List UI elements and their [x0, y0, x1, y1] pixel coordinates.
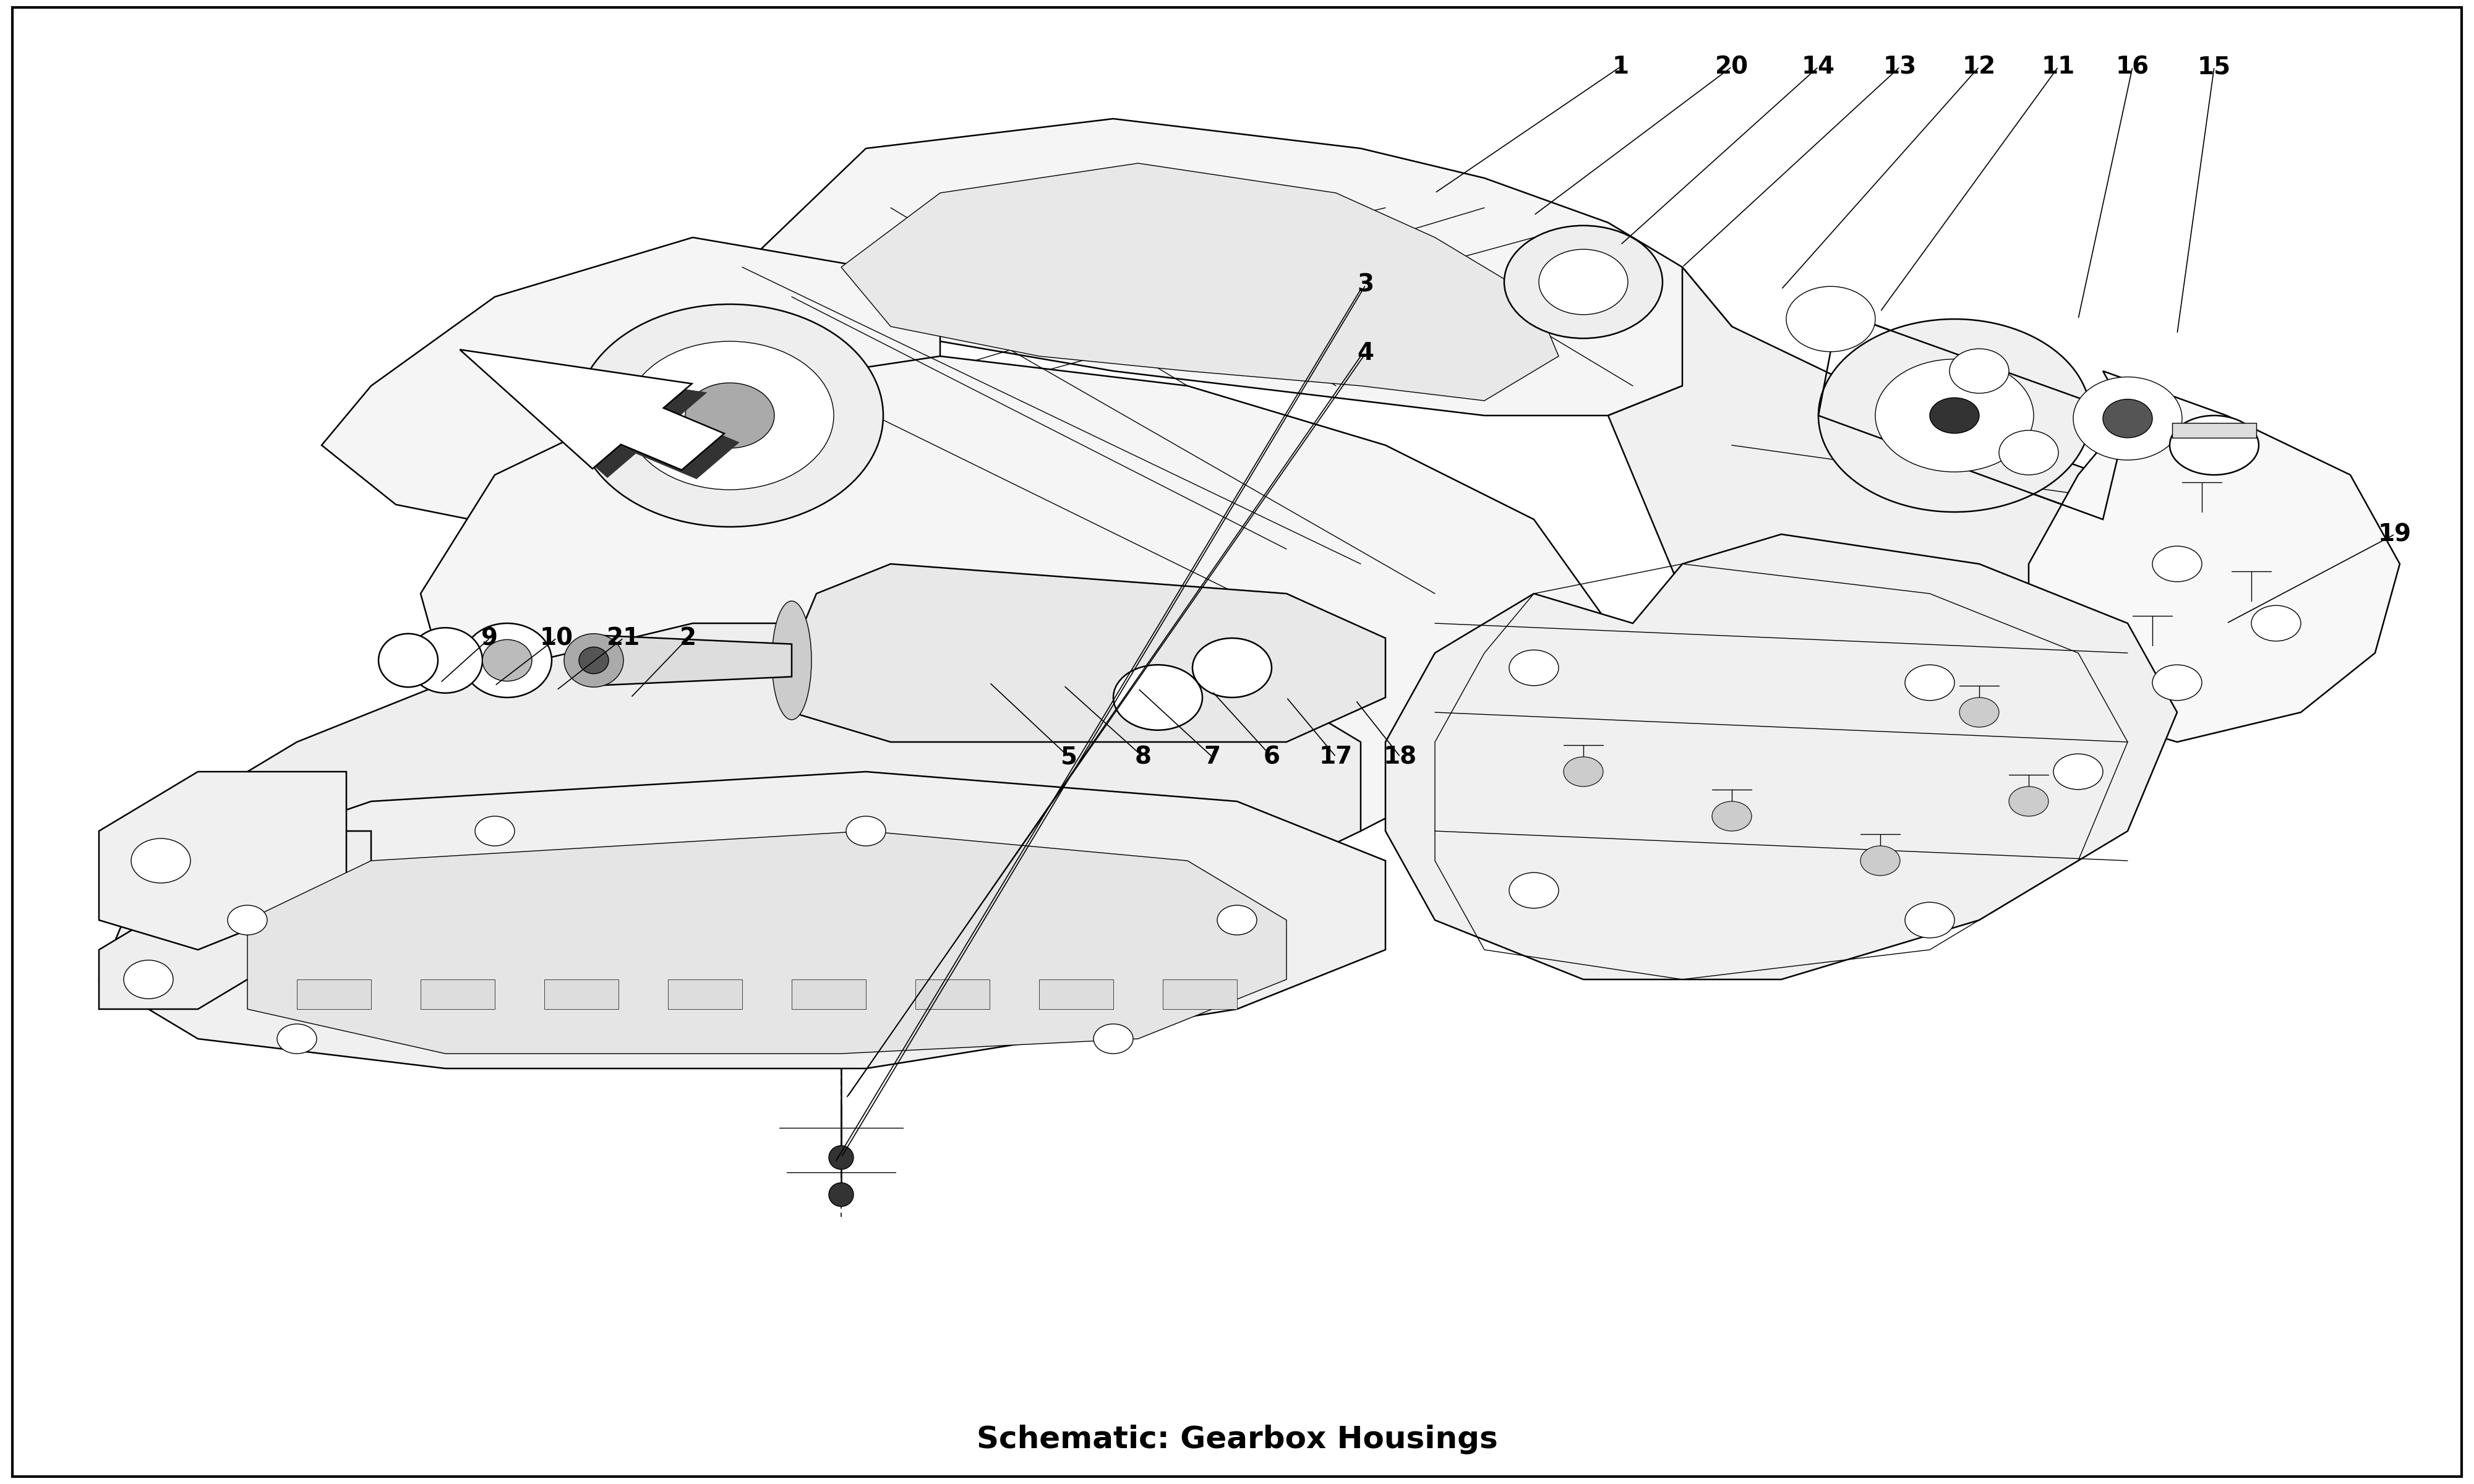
- Text: 21: 21: [606, 626, 641, 650]
- Text: 20: 20: [1714, 55, 1749, 79]
- Ellipse shape: [1786, 286, 1875, 352]
- Ellipse shape: [2152, 665, 2202, 700]
- Ellipse shape: [482, 640, 532, 681]
- Ellipse shape: [1509, 650, 1559, 686]
- Ellipse shape: [1113, 665, 1202, 730]
- Polygon shape: [247, 831, 1286, 1054]
- Text: 18: 18: [1383, 745, 1418, 769]
- Ellipse shape: [1930, 398, 1979, 433]
- Ellipse shape: [1192, 638, 1272, 697]
- Text: 11: 11: [2041, 55, 2076, 79]
- Ellipse shape: [1860, 846, 1900, 876]
- Polygon shape: [594, 635, 792, 686]
- Ellipse shape: [463, 623, 552, 697]
- Ellipse shape: [1504, 226, 1663, 338]
- Ellipse shape: [277, 1024, 317, 1054]
- Ellipse shape: [2103, 399, 2152, 438]
- Polygon shape: [742, 119, 1732, 416]
- Ellipse shape: [131, 838, 190, 883]
- Text: 5: 5: [1061, 745, 1076, 769]
- Ellipse shape: [1875, 359, 2034, 472]
- Ellipse shape: [228, 905, 267, 935]
- Ellipse shape: [2073, 377, 2182, 460]
- Ellipse shape: [2170, 416, 2259, 475]
- Ellipse shape: [1999, 430, 2058, 475]
- Polygon shape: [421, 979, 495, 1009]
- Ellipse shape: [2053, 754, 2103, 789]
- Ellipse shape: [579, 647, 609, 674]
- Ellipse shape: [829, 1146, 854, 1169]
- Text: 13: 13: [1883, 55, 1917, 79]
- Ellipse shape: [408, 628, 482, 693]
- Polygon shape: [1039, 979, 1113, 1009]
- Text: 9: 9: [482, 626, 497, 650]
- Text: 2: 2: [680, 626, 695, 650]
- Text: 16: 16: [2115, 55, 2150, 79]
- Polygon shape: [421, 356, 1608, 890]
- Polygon shape: [99, 772, 346, 950]
- Polygon shape: [1163, 979, 1237, 1009]
- Polygon shape: [841, 163, 1559, 401]
- Polygon shape: [1385, 534, 2177, 979]
- Ellipse shape: [1905, 902, 1954, 938]
- Ellipse shape: [124, 960, 173, 999]
- Ellipse shape: [1217, 905, 1257, 935]
- Ellipse shape: [2009, 787, 2048, 816]
- Polygon shape: [2172, 423, 2256, 438]
- Polygon shape: [460, 350, 725, 470]
- Polygon shape: [173, 623, 1361, 979]
- Text: 4: 4: [1358, 341, 1373, 365]
- Text: Schematic: Gearbox Housings: Schematic: Gearbox Housings: [977, 1425, 1497, 1454]
- Polygon shape: [1608, 267, 2177, 801]
- Polygon shape: [2029, 371, 2400, 742]
- Ellipse shape: [829, 1183, 854, 1206]
- Text: 19: 19: [2378, 522, 2412, 546]
- Ellipse shape: [379, 634, 438, 687]
- Ellipse shape: [576, 304, 883, 527]
- Ellipse shape: [1509, 873, 1559, 908]
- Text: 7: 7: [1205, 745, 1220, 769]
- Text: 1: 1: [1613, 55, 1628, 79]
- Text: 17: 17: [1319, 745, 1353, 769]
- Ellipse shape: [2152, 546, 2202, 582]
- Ellipse shape: [1959, 697, 1999, 727]
- Ellipse shape: [2251, 605, 2301, 641]
- Polygon shape: [99, 831, 371, 1009]
- Ellipse shape: [1094, 1024, 1133, 1054]
- Polygon shape: [99, 772, 1385, 1068]
- Ellipse shape: [685, 383, 774, 448]
- Ellipse shape: [1818, 319, 2091, 512]
- Polygon shape: [544, 979, 618, 1009]
- Polygon shape: [668, 979, 742, 1009]
- Ellipse shape: [1950, 349, 2009, 393]
- Text: 3: 3: [1358, 273, 1373, 297]
- Ellipse shape: [475, 816, 515, 846]
- Polygon shape: [915, 979, 990, 1009]
- Text: 15: 15: [2197, 55, 2232, 79]
- Ellipse shape: [772, 601, 811, 720]
- Ellipse shape: [626, 341, 834, 490]
- Ellipse shape: [564, 634, 623, 687]
- Polygon shape: [792, 564, 1385, 742]
- Ellipse shape: [1539, 249, 1628, 315]
- Polygon shape: [322, 237, 940, 534]
- Text: 6: 6: [1264, 745, 1279, 769]
- Ellipse shape: [1712, 801, 1752, 831]
- Polygon shape: [297, 979, 371, 1009]
- Polygon shape: [475, 359, 740, 479]
- Text: 8: 8: [1136, 745, 1150, 769]
- Ellipse shape: [846, 816, 886, 846]
- Text: 10: 10: [539, 626, 574, 650]
- Ellipse shape: [1564, 757, 1603, 787]
- Polygon shape: [792, 979, 866, 1009]
- Text: 14: 14: [1801, 55, 1836, 79]
- Text: 12: 12: [1962, 55, 1997, 79]
- Ellipse shape: [1905, 665, 1954, 700]
